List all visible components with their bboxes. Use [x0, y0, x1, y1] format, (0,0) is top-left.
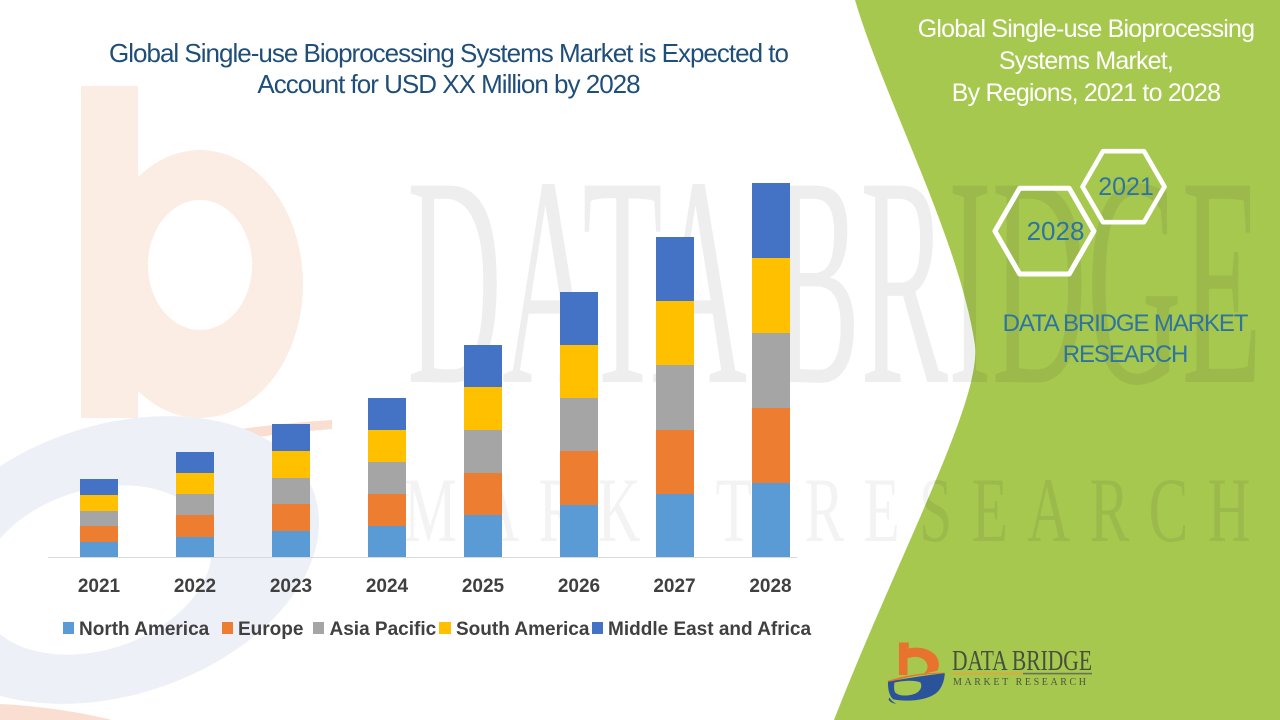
svg-text:DATA BRIDGE: DATA BRIDGE: [952, 645, 1092, 677]
svg-text:MARKET RESEARCH: MARKET RESEARCH: [953, 677, 1090, 688]
